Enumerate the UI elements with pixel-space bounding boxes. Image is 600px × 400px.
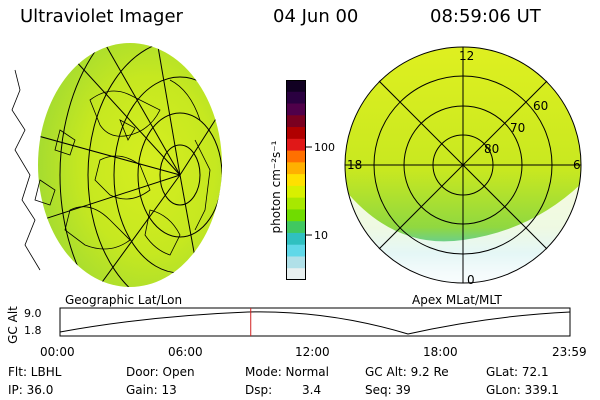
info-dsp: Dsp:	[245, 383, 273, 397]
colorbar-unit-label: photon cm⁻²s⁻¹	[269, 140, 283, 234]
colorbar-tick-100: 100	[314, 141, 335, 154]
altitude-curve	[59, 311, 571, 335]
geographic-caption: Geographic Lat/Lon	[65, 293, 183, 307]
mlt-label-0: 0	[467, 273, 475, 287]
colorbar-band	[286, 244, 306, 257]
colorbar-band	[286, 256, 306, 269]
timeline-axis-label: GC Alt	[6, 306, 20, 344]
timeline-plot	[59, 307, 571, 337]
info-glat: GLat: 72.1	[486, 365, 549, 379]
lat-lon-grid	[38, 43, 222, 287]
colorbar-tick-10: 10	[314, 229, 328, 242]
mlt-label-12: 12	[459, 49, 474, 63]
timeline-ytick-1_8: 1.8	[24, 324, 42, 337]
colorbar-band	[286, 138, 306, 152]
colorbar-band	[286, 268, 306, 281]
colorbar-band	[286, 80, 306, 93]
colorbar	[286, 80, 306, 281]
colorbar-gradient	[286, 80, 306, 281]
colorbar-band	[286, 115, 306, 128]
lat-label-70: 70	[510, 121, 525, 135]
mlt-label-18: 18	[347, 158, 362, 172]
date-label: 04 Jun 00	[273, 6, 359, 27]
info-dsp-value: 3.4	[302, 383, 322, 397]
info-glon: GLon: 339.1	[486, 383, 559, 397]
info-gain: Gain: 13	[126, 383, 177, 397]
colorbar-axis: 100 10	[306, 141, 335, 242]
timeline-xtick-1200: 12:00	[295, 345, 330, 359]
earth-disk	[38, 43, 222, 287]
geographic-image	[11, 43, 222, 287]
colorbar-band	[286, 232, 306, 246]
colorbar-band	[286, 185, 306, 199]
colorbar-band	[286, 150, 306, 163]
lat-label-80: 80	[484, 142, 499, 156]
colorbar-band	[286, 103, 306, 116]
colorbar-band	[286, 209, 306, 222]
colorbar-band	[286, 221, 306, 234]
polar-caption: Apex MLat/MLT	[412, 293, 502, 307]
colorbar-band	[286, 162, 306, 175]
timeline-xtick-0600: 06:00	[168, 345, 203, 359]
timeline-xtick-0000: 00:00	[40, 345, 75, 359]
colorbar-band	[286, 174, 306, 187]
polar-image: 12 18 6 0 60 70 80	[344, 46, 582, 287]
info-gc-alt: GC Alt: 9.2 Re	[365, 365, 449, 379]
lat-label-60: 60	[533, 99, 548, 113]
timeline-xtick-1800: 18:00	[423, 345, 458, 359]
info-ip: IP: 36.0	[8, 383, 54, 397]
timeline-ytick-9: 9.0	[24, 307, 42, 320]
info-flt: Flt: LBHL	[8, 365, 62, 379]
colorbar-band	[286, 127, 306, 140]
colorbar-band	[286, 197, 306, 210]
info-seq: Seq: 39	[365, 383, 411, 397]
time-label: 08:59:06 UT	[430, 6, 541, 27]
coastlines	[11, 69, 211, 271]
timeline-xtick-2359: 23:59	[552, 345, 587, 359]
info-door: Door: Open	[126, 365, 195, 379]
colorbar-band	[286, 91, 306, 105]
info-mode: Mode: Normal	[245, 365, 329, 379]
app-title: Ultraviolet Imager	[20, 6, 183, 27]
mlt-label-6: 6	[573, 158, 581, 172]
polar-grid	[344, 46, 582, 284]
